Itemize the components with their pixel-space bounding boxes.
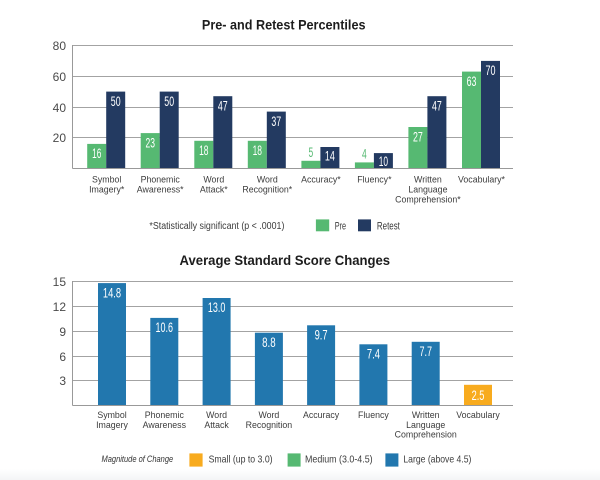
svg-text:37: 37: [271, 113, 281, 129]
svg-text:27: 27: [413, 128, 423, 144]
svg-text:9.7: 9.7: [315, 327, 328, 343]
svg-text:80: 80: [53, 39, 67, 53]
svg-text:Attack: Attack: [204, 420, 229, 430]
svg-text:Fluency*: Fluency*: [357, 174, 392, 184]
svg-text:Word: Word: [203, 174, 224, 184]
svg-text:10.6: 10.6: [156, 319, 174, 335]
svg-text:Awareness*: Awareness*: [137, 184, 184, 194]
svg-text:5: 5: [309, 144, 314, 160]
svg-text:50: 50: [111, 93, 121, 109]
svg-text:63: 63: [467, 73, 477, 89]
svg-text:Imagery*: Imagery*: [89, 184, 125, 194]
svg-text:14.8: 14.8: [103, 284, 121, 300]
svg-text:2.5: 2.5: [472, 387, 485, 403]
svg-text:6: 6: [59, 350, 66, 364]
svg-text:50: 50: [164, 93, 174, 109]
svg-text:Comprehension*: Comprehension*: [395, 194, 461, 204]
svg-text:Small (up to 3.0): Small (up to 3.0): [209, 454, 273, 465]
svg-text:Language: Language: [406, 420, 445, 430]
svg-text:Imagery: Imagery: [96, 420, 128, 430]
svg-text:7.4: 7.4: [367, 346, 380, 362]
svg-text:40: 40: [53, 101, 67, 115]
svg-text:Written: Written: [412, 410, 440, 420]
svg-text:Large (above 4.5): Large (above 4.5): [403, 454, 471, 465]
svg-text:47: 47: [218, 98, 228, 114]
svg-text:16: 16: [92, 145, 101, 161]
svg-text:Word: Word: [257, 174, 278, 184]
svg-text:Retest: Retest: [377, 220, 400, 232]
svg-text:Awareness: Awareness: [143, 420, 187, 430]
svg-text:70: 70: [486, 62, 496, 78]
svg-text:23: 23: [145, 134, 155, 150]
svg-text:Accuracy*: Accuracy*: [301, 174, 341, 184]
svg-text:*Statistically significant (p: *Statistically significant (p < .0001): [149, 221, 284, 232]
svg-text:Recognition: Recognition: [246, 420, 293, 430]
svg-text:12: 12: [53, 300, 67, 314]
svg-text:Word: Word: [258, 410, 279, 420]
svg-text:Comprehension: Comprehension: [395, 430, 457, 440]
svg-text:47: 47: [432, 98, 442, 114]
svg-text:Magnitude of Change: Magnitude of Change: [102, 454, 174, 465]
svg-text:10: 10: [379, 153, 388, 169]
svg-text:Word: Word: [206, 410, 227, 420]
svg-text:20: 20: [53, 131, 67, 145]
svg-text:4: 4: [362, 145, 367, 161]
svg-text:9: 9: [59, 325, 66, 339]
svg-text:Pre- and Retest Percentiles: Pre- and Retest Percentiles: [202, 17, 366, 32]
svg-text:Vocabulary: Vocabulary: [456, 410, 500, 420]
svg-text:18: 18: [253, 142, 263, 158]
svg-text:14: 14: [325, 148, 335, 164]
svg-text:7.7: 7.7: [419, 343, 432, 359]
svg-text:Phonemic: Phonemic: [141, 174, 181, 184]
svg-text:Average Standard Score Changes: Average Standard Score Changes: [180, 253, 391, 268]
svg-text:Attack*: Attack*: [200, 184, 228, 194]
svg-text:Written: Written: [414, 174, 442, 184]
svg-text:Symbol: Symbol: [97, 410, 126, 420]
svg-text:Pre: Pre: [335, 220, 346, 232]
svg-text:Accuracy: Accuracy: [303, 410, 340, 420]
svg-text:Vocabulary*: Vocabulary*: [458, 174, 506, 184]
svg-text:13.0: 13.0: [208, 299, 226, 315]
svg-text:Symbol: Symbol: [92, 174, 121, 184]
svg-text:15: 15: [53, 275, 67, 289]
svg-text:Fluency: Fluency: [358, 410, 389, 420]
svg-text:3: 3: [59, 374, 66, 388]
svg-text:Recognition*: Recognition*: [242, 184, 292, 194]
svg-text:Medium (3.0-4.5): Medium (3.0-4.5): [305, 454, 373, 465]
svg-text:60: 60: [53, 70, 67, 84]
svg-text:Language: Language: [408, 184, 447, 194]
svg-text:8.8: 8.8: [262, 334, 276, 350]
svg-text:18: 18: [199, 142, 209, 158]
svg-text:Phonemic: Phonemic: [145, 410, 185, 420]
